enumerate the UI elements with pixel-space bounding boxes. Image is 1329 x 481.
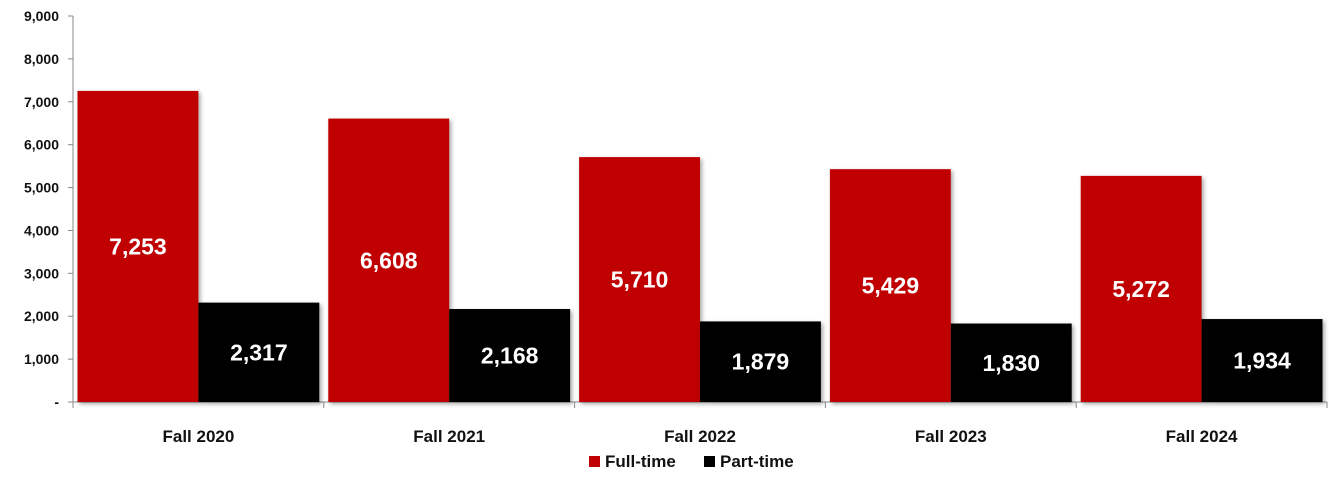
y-tick-label: 1,000 [24,351,59,367]
bar-full-time [579,157,700,402]
legend: Full-time Part-time [589,452,794,471]
bar-part-time [198,302,320,402]
data-label: 7,253 [109,233,167,259]
y-tick-label: 9,000 [24,8,59,24]
data-label: 2,168 [481,343,539,369]
y-tick-label: 7,000 [24,94,59,110]
bar-full-time [328,118,450,403]
data-label: 5,272 [1112,276,1170,302]
data-label: 1,830 [982,350,1040,376]
y-tick-label: 5,000 [24,180,59,196]
x-tick-label: Fall 2022 [664,427,736,446]
x-tick-label: Fall 2024 [1166,427,1238,446]
legend-swatch [704,456,715,467]
x-tick-label: Fall 2023 [915,427,987,446]
data-label: 1,879 [732,349,790,375]
legend-label: Full-time [605,452,676,471]
y-tick-label: 4,000 [24,222,59,238]
legend-label: Part-time [720,452,794,471]
y-tick-label: - [54,394,59,410]
x-tick-label: Fall 2021 [413,427,485,446]
bar-part-time [700,321,821,402]
bar-full-time [829,169,951,402]
bar-full-time [1080,175,1202,402]
x-tick-label: Fall 2020 [162,427,234,446]
data-label: 1,934 [1233,348,1291,374]
data-label: 2,317 [230,339,288,365]
y-tick-label: 3,000 [24,265,59,281]
bar-part-time [1201,319,1323,402]
bar-part-time [950,323,1072,402]
bar-part-time [449,309,571,402]
y-axis: - 1,000 2,000 3,000 4,000 5,000 6,000 7,000 8,00… [24,8,74,410]
y-tick-label: 6,000 [24,137,59,153]
y-tick-label: 8,000 [24,51,59,67]
data-labels: 7,253 2,317 6,608 2,168 5,710 1,879 5,429 1,830… [109,233,1291,375]
data-label: 5,429 [862,273,920,299]
y-tick-label: 2,000 [24,308,59,324]
x-axis: Fall 2020 Fall 2021 Fall 2022 Fall 2023 Fall… [72,401,1328,446]
data-label: 6,608 [360,247,418,273]
bar-full-time [77,90,199,403]
bars [77,90,1323,403]
data-label: 5,710 [611,267,669,293]
legend-swatch [589,456,600,467]
